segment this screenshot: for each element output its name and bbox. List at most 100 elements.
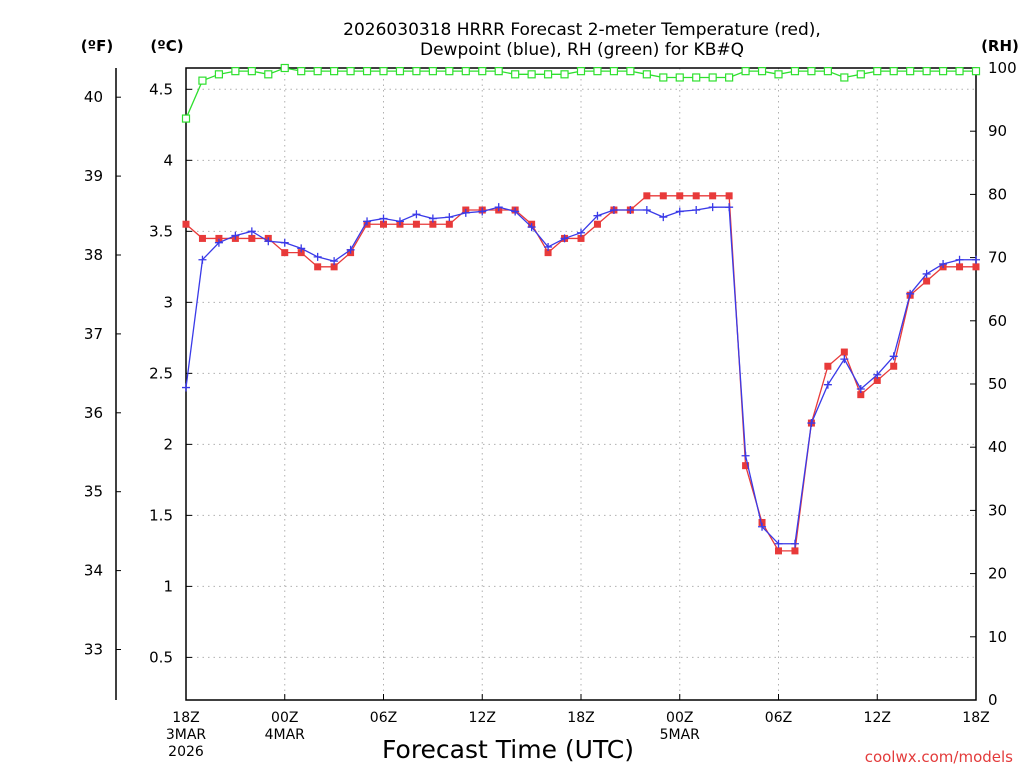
time-tick-label: 12Z <box>469 710 496 726</box>
rh-point <box>297 67 306 76</box>
temperature-point <box>676 192 684 200</box>
fahrenheit-tick-label: 37 <box>84 325 103 343</box>
dewpoint-point <box>725 203 734 212</box>
temperature-point <box>182 220 190 228</box>
dewpoint-point <box>346 245 355 254</box>
series-layer <box>181 63 981 555</box>
rh-point <box>873 67 882 76</box>
rh-tick-label: 80 <box>988 185 1007 203</box>
temperature-point <box>709 192 717 200</box>
chart-title-line-1: 2026030318 HRRR Forecast 2-meter Tempera… <box>343 20 821 40</box>
dewpoint-point <box>544 242 553 251</box>
series-dewpoint <box>182 203 980 548</box>
fahrenheit-unit-label: (ºF) <box>81 37 113 55</box>
dewpoint-point <box>955 255 964 264</box>
temperature-point <box>429 220 437 228</box>
rh-point <box>527 70 536 79</box>
dewpoint-point <box>560 234 569 243</box>
time-tick-label: 18Z <box>172 710 199 726</box>
dewpoint-point <box>823 380 832 389</box>
celsius-tick-label: 4 <box>163 151 173 169</box>
fahrenheit-tick-label: 40 <box>84 88 103 106</box>
dewpoint-point <box>264 237 273 246</box>
rh-point <box>494 67 503 76</box>
temperature-point <box>840 348 848 356</box>
dewpoint-point <box>379 214 388 223</box>
rh-point <box>214 70 224 79</box>
temperature-point <box>198 234 206 242</box>
rh-point <box>576 67 586 76</box>
temperature-point <box>873 376 881 384</box>
dewpoint-point <box>889 352 898 361</box>
dewpoint-point <box>609 206 618 215</box>
temperature-point <box>742 462 750 470</box>
dewpoint-point <box>741 451 750 460</box>
dewpoint-point <box>807 419 816 428</box>
rh-point <box>330 67 339 76</box>
dewpoint-point <box>198 255 207 264</box>
dewpoint-point <box>428 214 437 223</box>
rh-point <box>543 70 553 79</box>
time-tick-label: 00Z <box>271 710 298 726</box>
rh-point <box>906 67 915 76</box>
rh-point <box>362 67 372 76</box>
x-axis-title: Forecast Time (UTC) <box>382 735 634 764</box>
rh-point <box>675 73 684 82</box>
rh-point <box>461 67 470 76</box>
temperature-point <box>412 220 420 228</box>
temperature-point <box>593 220 601 228</box>
celsius-unit-label: (ºC) <box>150 37 183 55</box>
rh-point <box>889 67 898 76</box>
rh-point <box>412 67 421 76</box>
time-tick-label: 06Z <box>765 710 792 726</box>
dewpoint-point <box>478 207 487 216</box>
rh-tick-label: 10 <box>988 628 1007 646</box>
celsius-tick-label: 4.5 <box>149 80 173 98</box>
dewpoint-point <box>231 231 240 240</box>
dewpoint-point <box>906 289 915 298</box>
rh-point <box>708 73 717 82</box>
dewpoint-point <box>297 244 306 253</box>
dewpoint-point <box>247 227 256 236</box>
rh-tick-label: 100 <box>988 59 1017 77</box>
rh-point <box>379 67 388 76</box>
dewpoint-point <box>593 211 602 220</box>
temperature-point <box>330 263 338 271</box>
dewpoint-point <box>214 238 223 247</box>
rh-tick-label: 40 <box>988 438 1007 456</box>
dewpoint-point <box>939 259 948 268</box>
rh-axis: 0 10 20 30 40 50 60 70 80 90 100 <box>970 59 1017 709</box>
temperature-point <box>577 234 585 242</box>
temperature-point <box>314 263 322 271</box>
fahrenheit-axis: 33 34 35 36 37 38 39 40 <box>84 88 121 659</box>
dewpoint-point <box>790 539 799 548</box>
dewpoint-line <box>185 206 976 545</box>
dewpoint-point <box>445 213 454 222</box>
temperature-point <box>775 547 782 555</box>
rh-point <box>280 63 289 73</box>
temperature-point <box>972 263 980 271</box>
temperature-point <box>659 192 667 200</box>
rh-point <box>428 67 437 76</box>
rh-point <box>609 67 619 76</box>
temperature-point <box>692 192 700 200</box>
temperature-point <box>445 220 453 228</box>
rh-point <box>774 70 783 79</box>
dewpoint-point <box>182 383 190 392</box>
dewpoint-point <box>395 217 404 226</box>
rh-point <box>198 76 207 85</box>
temperature-point <box>791 547 799 555</box>
rh-point <box>181 114 191 123</box>
rh-point <box>626 67 635 76</box>
rh-point <box>659 73 668 82</box>
rh-point <box>395 67 405 76</box>
temperature-point <box>857 391 865 399</box>
dewpoint-point <box>577 228 585 237</box>
rh-point <box>807 67 816 76</box>
celsius-axis: 0.5 1 1.5 2 2.5 3 3.5 4 4.5 <box>149 80 192 666</box>
rh-tick-label: 20 <box>988 565 1007 583</box>
temperature-point <box>956 263 964 271</box>
rh-point <box>725 73 734 82</box>
temperature-point <box>824 362 832 370</box>
fahrenheit-tick-label: 34 <box>84 562 103 580</box>
